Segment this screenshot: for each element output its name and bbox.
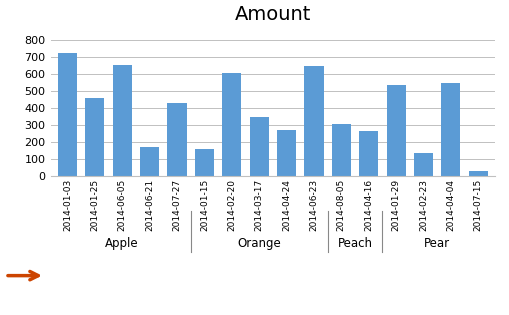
Bar <box>58 53 77 176</box>
Bar <box>358 131 378 176</box>
Bar <box>85 98 104 176</box>
Bar <box>167 103 186 176</box>
Bar <box>140 147 159 176</box>
Bar <box>249 117 268 176</box>
Text: Apple: Apple <box>105 237 139 250</box>
Bar <box>222 73 241 176</box>
Text: Orange: Orange <box>237 237 280 250</box>
Bar <box>468 171 487 176</box>
Title: Amount: Amount <box>234 5 310 24</box>
Bar <box>413 152 432 176</box>
Bar <box>304 66 323 176</box>
Bar <box>440 83 460 176</box>
Bar <box>276 129 296 176</box>
Bar <box>386 85 405 176</box>
Bar <box>112 65 131 176</box>
Bar <box>194 149 214 176</box>
Text: Pear: Pear <box>423 237 449 250</box>
Bar <box>331 124 350 176</box>
Text: Peach: Peach <box>337 237 372 250</box>
